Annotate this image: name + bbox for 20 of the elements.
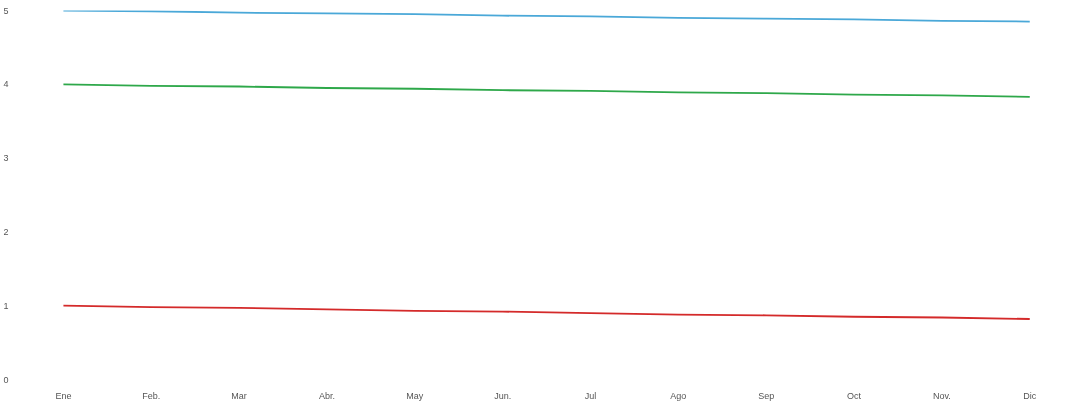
x-tick-label: Mar — [231, 390, 247, 401]
x-tick-label: Jul — [584, 390, 597, 401]
x-tick-label: Dic — [1023, 390, 1037, 401]
x-tick-label: May — [406, 390, 424, 401]
y-tick-label: 3 — [3, 153, 9, 164]
line-series — [62, 304, 1031, 320]
x-tick-label: Jun. — [494, 390, 512, 401]
line-series — [62, 83, 1031, 98]
x-tick-label: Nov. — [932, 390, 951, 401]
x-tick-label: Abr. — [318, 390, 335, 401]
y-tick-label: 0 — [3, 374, 9, 385]
y-tick-label: 5 — [3, 5, 9, 16]
x-tick-label: Ago — [670, 390, 687, 401]
y-tick-label: 4 — [3, 79, 9, 90]
y-tick-label: 2 — [3, 226, 9, 237]
x-tick-label: Ene — [55, 390, 72, 401]
y-tick-label: 1 — [3, 300, 9, 311]
x-tick-label: Feb. — [142, 390, 161, 401]
x-tick-label: Sep — [758, 390, 775, 401]
x-tick-label: Oct — [847, 390, 862, 401]
